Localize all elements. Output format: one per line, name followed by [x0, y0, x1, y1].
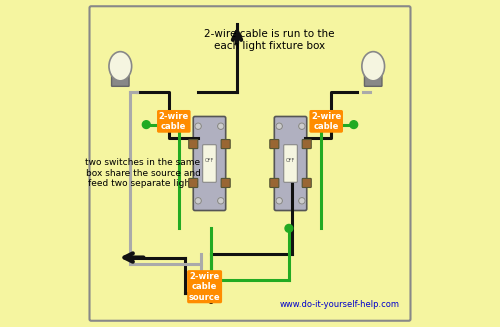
Text: two switches in the same
box share the source and
feed two separate lights: two switches in the same box share the s… [86, 158, 200, 188]
FancyBboxPatch shape [221, 140, 230, 148]
Circle shape [298, 198, 305, 204]
FancyBboxPatch shape [270, 140, 279, 148]
Text: 2-wire
cable: 2-wire cable [158, 112, 189, 131]
Circle shape [142, 121, 150, 129]
Text: 2-wire
cable: 2-wire cable [311, 112, 342, 131]
FancyBboxPatch shape [302, 140, 312, 148]
FancyBboxPatch shape [270, 179, 279, 187]
FancyBboxPatch shape [194, 116, 226, 211]
Circle shape [218, 198, 224, 204]
Circle shape [276, 198, 282, 204]
Text: OFF: OFF [205, 158, 214, 163]
Circle shape [350, 121, 358, 129]
Text: www.do-it-yourself-help.com: www.do-it-yourself-help.com [279, 301, 399, 309]
Circle shape [276, 123, 282, 129]
FancyBboxPatch shape [90, 6, 410, 321]
FancyBboxPatch shape [188, 179, 198, 187]
Circle shape [195, 123, 202, 129]
FancyBboxPatch shape [112, 66, 129, 86]
FancyBboxPatch shape [188, 140, 198, 148]
Text: OFF: OFF [286, 158, 295, 163]
Text: 2-wire
cable
source: 2-wire cable source [189, 272, 220, 301]
FancyBboxPatch shape [284, 145, 298, 182]
FancyBboxPatch shape [202, 145, 216, 182]
Circle shape [218, 123, 224, 129]
FancyBboxPatch shape [302, 179, 312, 187]
Circle shape [285, 224, 293, 232]
Ellipse shape [109, 52, 132, 81]
FancyBboxPatch shape [221, 179, 230, 187]
FancyBboxPatch shape [364, 66, 382, 86]
Ellipse shape [362, 52, 384, 81]
Circle shape [298, 123, 305, 129]
Text: 2-wire cable is run to the
each light fixture box: 2-wire cable is run to the each light fi… [204, 29, 334, 51]
Circle shape [195, 198, 202, 204]
FancyBboxPatch shape [274, 116, 306, 211]
